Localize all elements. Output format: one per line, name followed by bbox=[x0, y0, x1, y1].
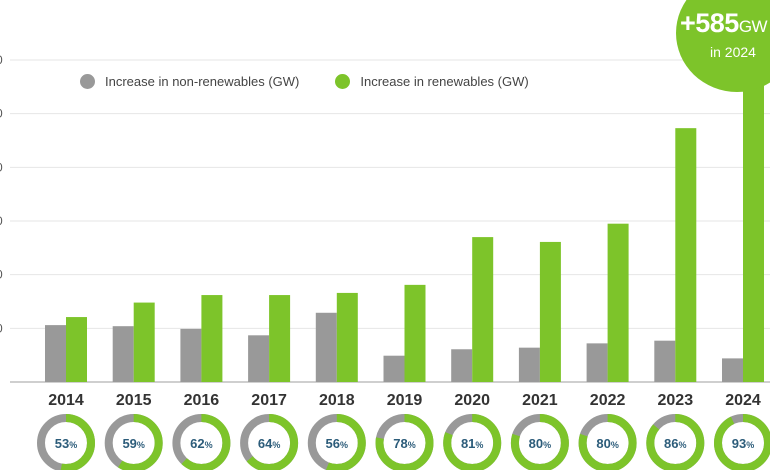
bar-non-renewables-2021 bbox=[518, 347, 540, 382]
donut-share-2021 bbox=[510, 414, 569, 470]
share-label-2024: 93% bbox=[732, 436, 754, 451]
bar-renewables-2020 bbox=[472, 237, 494, 382]
bar-renewables-2014 bbox=[66, 317, 87, 382]
badge-unit: GW bbox=[738, 17, 768, 36]
bar-renewables-2018 bbox=[336, 292, 358, 382]
legend: Increase in non-renewables (GW) Increase… bbox=[80, 74, 565, 89]
category-labels: 2014 2015 2016 2017 2018 2019 2020 2021 2022 2023… bbox=[48, 392, 761, 409]
badge-value: +585GW bbox=[680, 8, 768, 39]
category-label-2024: 2024 bbox=[725, 392, 761, 409]
y-tick-label-500: 0 bbox=[0, 107, 3, 121]
legend-swatch-renewables bbox=[335, 74, 351, 89]
share-label-2014: 53% bbox=[55, 436, 77, 451]
bar-non-renewables-2017 bbox=[248, 335, 270, 382]
badge-number: +585 bbox=[680, 8, 739, 38]
category-label-2015: 2015 bbox=[116, 392, 152, 409]
legend-item-renewables: Increase in renewables (GW) bbox=[335, 74, 529, 89]
y-tick-label-600: 0 bbox=[0, 53, 3, 67]
donut-share-2014 bbox=[37, 414, 95, 470]
bar-renewables-2023 bbox=[675, 128, 697, 382]
bar-non-renewables-2024 bbox=[722, 358, 743, 382]
category-label-2018: 2018 bbox=[319, 392, 355, 409]
category-label-2014: 2014 bbox=[48, 392, 84, 409]
bar-renewables-2021 bbox=[539, 241, 561, 382]
donut-share-2018 bbox=[307, 414, 366, 470]
bar-renewables-2022 bbox=[607, 223, 629, 382]
donut-share-2016 bbox=[172, 414, 231, 470]
bar-renewables-2019 bbox=[404, 284, 426, 382]
donut-share-2019 bbox=[375, 414, 434, 470]
bar-non-renewables-2019 bbox=[383, 355, 405, 382]
legend-label-renewables: Increase in renewables (GW) bbox=[360, 74, 529, 89]
y-tick-labels: 0 0 0 0 0 0 bbox=[0, 53, 3, 335]
bar-non-renewables-2020 bbox=[451, 349, 473, 382]
share-label-2016: 62% bbox=[190, 436, 212, 451]
donut-share-2015 bbox=[104, 414, 163, 470]
y-tick-label-100: 0 bbox=[0, 321, 3, 335]
donut-share-2017 bbox=[240, 414, 299, 470]
share-label-2018: 56% bbox=[326, 436, 348, 451]
share-label-2017: 64% bbox=[258, 436, 280, 451]
bar-non-renewables-2015 bbox=[112, 326, 134, 382]
bar-non-renewables-2023 bbox=[654, 340, 676, 382]
category-label-2020: 2020 bbox=[454, 392, 490, 409]
category-label-2023: 2023 bbox=[658, 392, 694, 409]
y-tick-label-400: 0 bbox=[0, 160, 3, 174]
donut-share-2020 bbox=[443, 414, 502, 470]
share-label-2022: 80% bbox=[596, 436, 618, 451]
category-label-2019: 2019 bbox=[387, 392, 423, 409]
share-label-2015: 59% bbox=[122, 436, 144, 451]
bar-renewables-2024 bbox=[743, 68, 764, 383]
legend-item-non-renewables: Increase in non-renewables (GW) bbox=[80, 74, 299, 89]
share-label-2019: 78% bbox=[393, 436, 415, 451]
legend-swatch-non-renewables bbox=[80, 74, 95, 89]
category-label-2017: 2017 bbox=[251, 392, 287, 409]
category-label-2016: 2016 bbox=[184, 392, 220, 409]
bar-non-renewables-2016 bbox=[180, 328, 202, 382]
share-donuts: 53% 59% 62% 64% 56% 78% 81% 80% 80% 86% 93% bbox=[37, 414, 770, 470]
y-tick-label-200: 0 bbox=[0, 268, 3, 282]
bars bbox=[45, 68, 764, 383]
badge-subtitle: in 2024 bbox=[710, 44, 756, 60]
category-label-2022: 2022 bbox=[590, 392, 626, 409]
share-label-2023: 86% bbox=[664, 436, 686, 451]
y-tick-label-300: 0 bbox=[0, 214, 3, 228]
legend-label-non-renewables: Increase in non-renewables (GW) bbox=[105, 74, 300, 89]
bar-renewables-2017 bbox=[269, 295, 291, 382]
donut-share-2023 bbox=[646, 414, 705, 470]
donut-share-2022 bbox=[578, 414, 637, 470]
bar-renewables-2016 bbox=[201, 295, 223, 382]
bar-non-renewables-2018 bbox=[315, 312, 337, 382]
category-label-2021: 2021 bbox=[522, 392, 558, 409]
share-label-2020: 81% bbox=[461, 436, 483, 451]
share-label-2021: 80% bbox=[529, 436, 551, 451]
donut-share-2024 bbox=[714, 414, 770, 470]
bar-non-renewables-2014 bbox=[45, 325, 66, 382]
bar-renewables-2015 bbox=[133, 302, 155, 382]
bar-non-renewables-2022 bbox=[586, 343, 608, 382]
